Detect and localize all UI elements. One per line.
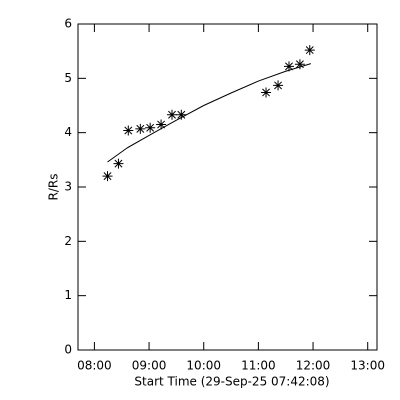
- x-tick-label: 09:00: [132, 359, 167, 373]
- y-tick-label: 3: [64, 180, 72, 194]
- asterisk-point: [113, 158, 124, 169]
- y-tick-label: 5: [64, 71, 72, 85]
- asterisk-point: [123, 125, 134, 136]
- asterisk-point: [156, 119, 167, 130]
- y-tick-label: 0: [64, 343, 72, 357]
- x-tick-label: 08:00: [77, 359, 112, 373]
- y-tick-label: 1: [64, 288, 72, 302]
- asterisk-point: [135, 123, 146, 134]
- asterisk-point: [261, 87, 272, 98]
- asterisk-point: [294, 59, 305, 70]
- x-tick-label: 10:00: [186, 359, 221, 373]
- x-tick-label: 12:00: [296, 359, 331, 373]
- asterisk-point: [283, 61, 294, 72]
- x-axis-label: Start Time (29-Sep-25 07:42:08): [134, 375, 329, 389]
- fit-curve: [107, 63, 312, 163]
- y-tick-label: 4: [64, 125, 72, 139]
- y-axis-label: R/Rs: [47, 174, 61, 201]
- asterisk-point: [145, 122, 156, 133]
- asterisk-point: [167, 109, 178, 120]
- asterisk-point: [304, 45, 315, 56]
- asterisk-point: [102, 171, 113, 182]
- y-tick-label: 6: [64, 17, 72, 31]
- y-tick-label: 2: [64, 234, 72, 248]
- asterisk-point: [176, 109, 187, 120]
- x-tick-label: 11:00: [241, 359, 276, 373]
- asterisk-point: [273, 80, 284, 91]
- x-tick-label: 13:00: [350, 359, 385, 373]
